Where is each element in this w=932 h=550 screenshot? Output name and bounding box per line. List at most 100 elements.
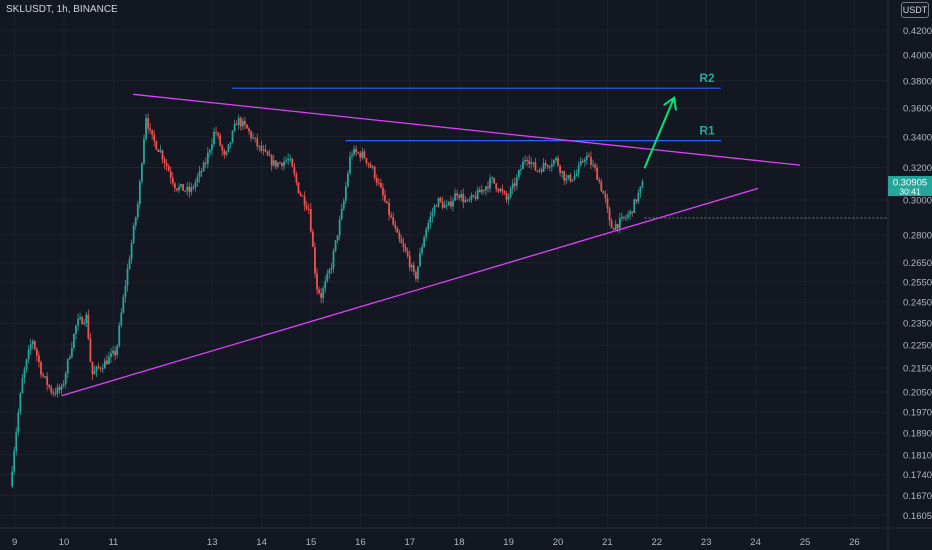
candle-body: [347, 173, 349, 187]
candle-body: [546, 165, 549, 167]
candle-body: [291, 158, 294, 167]
candle-body: [437, 197, 440, 207]
candle-body: [507, 196, 510, 200]
candle-body: [445, 205, 448, 207]
interval-label[interactable]: 1h: [56, 4, 68, 15]
candle-body: [324, 281, 327, 289]
grid: [0, 0, 888, 528]
candle-body: [447, 201, 450, 206]
candle-body: [332, 251, 335, 269]
candle-body: [161, 150, 164, 160]
candle-body: [311, 231, 314, 247]
candle-body: [608, 208, 611, 221]
candle-body: [289, 158, 292, 160]
candle-body: [610, 220, 613, 229]
candle-body: [136, 204, 139, 218]
candle-body: [178, 186, 180, 191]
candle-body: [476, 189, 479, 199]
candle-body: [70, 347, 73, 358]
candle-body: [157, 149, 160, 152]
currency-badge[interactable]: USDT: [901, 2, 929, 18]
candle-body: [375, 178, 378, 183]
candle-body: [23, 369, 26, 378]
candle-body: [194, 182, 197, 188]
candle-body: [79, 317, 82, 319]
candle-body: [472, 195, 475, 197]
candle-body: [285, 160, 288, 162]
candle-body: [303, 196, 306, 206]
candle-body: [359, 153, 362, 158]
candle-body: [33, 341, 36, 349]
candle-body: [77, 318, 79, 326]
candle-body: [414, 271, 417, 279]
candle-body: [217, 133, 220, 136]
time-tick-label: 25: [800, 537, 811, 548]
candle-body: [357, 152, 360, 154]
time-tick-label: 26: [849, 537, 860, 548]
candle-body: [198, 171, 201, 177]
candle-body: [423, 237, 426, 248]
candle-body: [542, 163, 545, 172]
candle-body: [143, 138, 145, 164]
candle-body: [124, 285, 127, 297]
time-tick-label: 19: [503, 537, 514, 548]
candle-body: [367, 163, 370, 165]
candle-body: [596, 167, 599, 181]
candle-body: [46, 376, 49, 385]
candle-body: [600, 181, 603, 191]
candle-body: [536, 170, 539, 172]
candle-body: [202, 162, 205, 172]
symbol-name[interactable]: SKLUSDT: [6, 4, 52, 15]
candle-body: [563, 171, 566, 181]
candle-body: [318, 289, 320, 294]
candle-body: [404, 247, 407, 252]
candle-body: [585, 155, 588, 160]
candle-body: [505, 193, 508, 200]
candle-body: [532, 162, 535, 164]
candle-body: [244, 120, 246, 125]
candle-body: [462, 194, 465, 203]
candle-body: [371, 166, 374, 168]
candle-body: [474, 196, 477, 199]
candles: [11, 113, 644, 489]
candle-body: [349, 156, 351, 174]
candle-body: [522, 161, 524, 170]
candle-body: [83, 322, 86, 325]
candle-body: [25, 359, 28, 370]
candle-body: [11, 471, 14, 487]
candle-body: [631, 211, 634, 214]
time-tick-label: 16: [355, 537, 366, 548]
candle-body: [196, 176, 199, 183]
candle-body: [550, 164, 553, 167]
candle-body: [283, 161, 285, 167]
candle-body: [443, 205, 446, 208]
drawings: R2 R1: [61, 71, 801, 397]
candle-body: [145, 118, 147, 139]
candle-body: [180, 184, 182, 187]
candle-body: [394, 224, 397, 229]
candle-body: [276, 162, 279, 167]
candle-body: [334, 240, 337, 252]
candle-body: [50, 386, 53, 393]
time-tick-label: 14: [256, 537, 267, 548]
candle-body: [571, 179, 574, 182]
candle-body: [176, 188, 178, 191]
candle-body: [17, 412, 20, 432]
candle-body: [410, 265, 413, 268]
candle-body: [526, 159, 529, 161]
candle-body: [629, 211, 632, 215]
candle-body: [384, 195, 386, 202]
candle-body: [101, 368, 104, 370]
symbol-header: SKLUSDT, 1h, BINANCE: [6, 4, 118, 15]
candle-body: [470, 195, 473, 200]
candle-body: [141, 163, 143, 182]
